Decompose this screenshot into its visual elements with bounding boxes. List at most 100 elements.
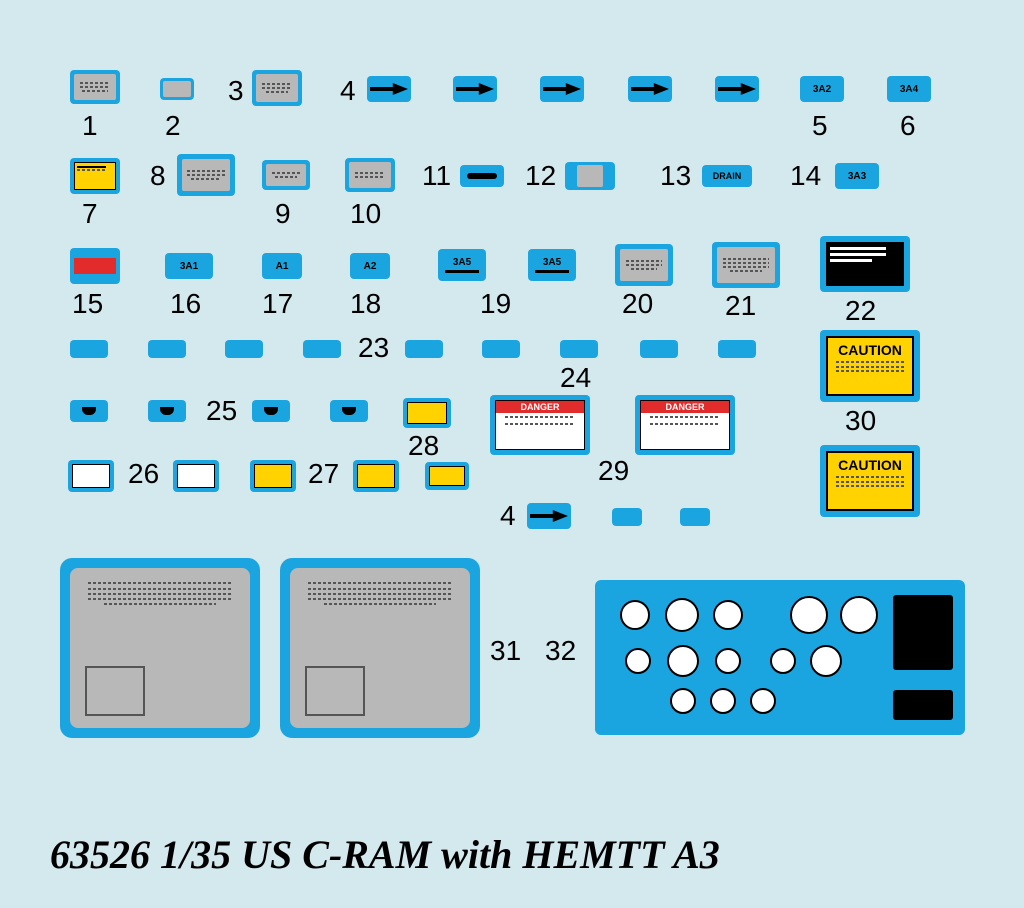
label-20: 20: [622, 288, 653, 320]
decal-2: [160, 78, 194, 100]
label-22: 22: [845, 295, 876, 327]
gauge-4: [790, 596, 828, 634]
label-6: 6: [900, 110, 916, 142]
decal-31b: [280, 558, 480, 738]
decal-31a: [60, 558, 260, 738]
label-16: 16: [170, 288, 201, 320]
decal-4e: [715, 76, 759, 102]
decal-25a: [70, 400, 108, 422]
decal-13: DRAIN: [702, 165, 752, 187]
control-panel-2: [893, 690, 953, 720]
decal-15: [70, 248, 120, 284]
decal-10: [345, 158, 395, 192]
label-4b: 4: [500, 500, 516, 532]
label-8: 8: [150, 160, 166, 192]
decal-22: [820, 236, 910, 292]
decal-8: [177, 154, 235, 196]
label-14: 14: [790, 160, 821, 192]
label-12: 12: [525, 160, 556, 192]
label-25: 25: [206, 395, 237, 427]
decal-20: [615, 244, 673, 286]
gauge-3: [713, 600, 743, 630]
label-29: 29: [598, 455, 629, 487]
label-21: 21: [725, 290, 756, 322]
decal-25b: [148, 400, 186, 422]
decal-28a: [403, 398, 451, 428]
decal-19b: 3A5: [528, 249, 576, 281]
label-9: 9: [275, 198, 291, 230]
decal-32: [595, 580, 965, 735]
decal-24d: [718, 340, 756, 358]
decal-1: [70, 70, 120, 104]
decal-30b: CAUTION: [820, 445, 920, 517]
label-2: 2: [165, 110, 181, 142]
decal-28b: [425, 462, 469, 490]
decal-3: [252, 70, 302, 106]
decal-7: [70, 158, 120, 194]
gauge-7: [667, 645, 699, 677]
label-32: 32: [545, 635, 576, 667]
decal-27b: [353, 460, 399, 492]
decal-4d: [628, 76, 672, 102]
decal-9: [262, 160, 310, 190]
decal-4c: [540, 76, 584, 102]
decal-4b: [453, 76, 497, 102]
decal-4f: [527, 503, 571, 529]
decal-small-b: [680, 508, 710, 526]
decal-29b: DANGER: [635, 395, 735, 455]
label-1: 1: [82, 110, 98, 142]
label-18: 18: [350, 288, 381, 320]
decal-17: A1: [262, 253, 302, 279]
label-30: 30: [845, 405, 876, 437]
title: 63526 1/35 US C-RAM with HEMTT A3: [50, 831, 720, 878]
decal-25d: [330, 400, 368, 422]
gauge-9: [770, 648, 796, 674]
gauge-8: [715, 648, 741, 674]
decal-23c: [225, 340, 263, 358]
label-11: 11: [422, 160, 451, 192]
gauge-13: [750, 688, 776, 714]
decal-23d: [303, 340, 341, 358]
control-panel: [893, 595, 953, 670]
label-19: 19: [480, 288, 511, 320]
decal-23e: [405, 340, 443, 358]
gauge-6: [625, 648, 651, 674]
label-27: 27: [308, 458, 339, 490]
decal-23b: [148, 340, 186, 358]
label-5: 5: [812, 110, 828, 142]
decal-small-a: [612, 508, 642, 526]
label-4: 4: [340, 75, 356, 107]
decal-16: 3A1: [165, 253, 213, 279]
gauge-11: [670, 688, 696, 714]
decal-11: [460, 165, 504, 187]
label-7: 7: [82, 198, 98, 230]
decal-24c: [640, 340, 678, 358]
decal-29a: DANGER: [490, 395, 590, 455]
decal-27a: [250, 460, 296, 492]
decal-24b: [560, 340, 598, 358]
label-26: 26: [128, 458, 159, 490]
decal-19a: 3A5: [438, 249, 486, 281]
decal-30a: CAUTION: [820, 330, 920, 402]
gauge-10: [810, 645, 842, 677]
label-10: 10: [350, 198, 381, 230]
label-3: 3: [228, 75, 244, 107]
decal-26a: [68, 460, 114, 492]
gauge-12: [710, 688, 736, 714]
decal-4a: [367, 76, 411, 102]
decal-23a: [70, 340, 108, 358]
decal-5: 3A2: [800, 76, 844, 102]
label-24: 24: [560, 362, 591, 394]
decal-12: [565, 162, 615, 190]
label-15: 15: [72, 288, 103, 320]
label-28: 28: [408, 430, 439, 462]
decal-26b: [173, 460, 219, 492]
gauge-1: [620, 600, 650, 630]
label-17: 17: [262, 288, 293, 320]
label-31: 31: [490, 635, 521, 667]
decal-24a: [482, 340, 520, 358]
label-13: 13: [660, 160, 691, 192]
gauge-2: [665, 598, 699, 632]
gauge-5: [840, 596, 878, 634]
decal-25c: [252, 400, 290, 422]
